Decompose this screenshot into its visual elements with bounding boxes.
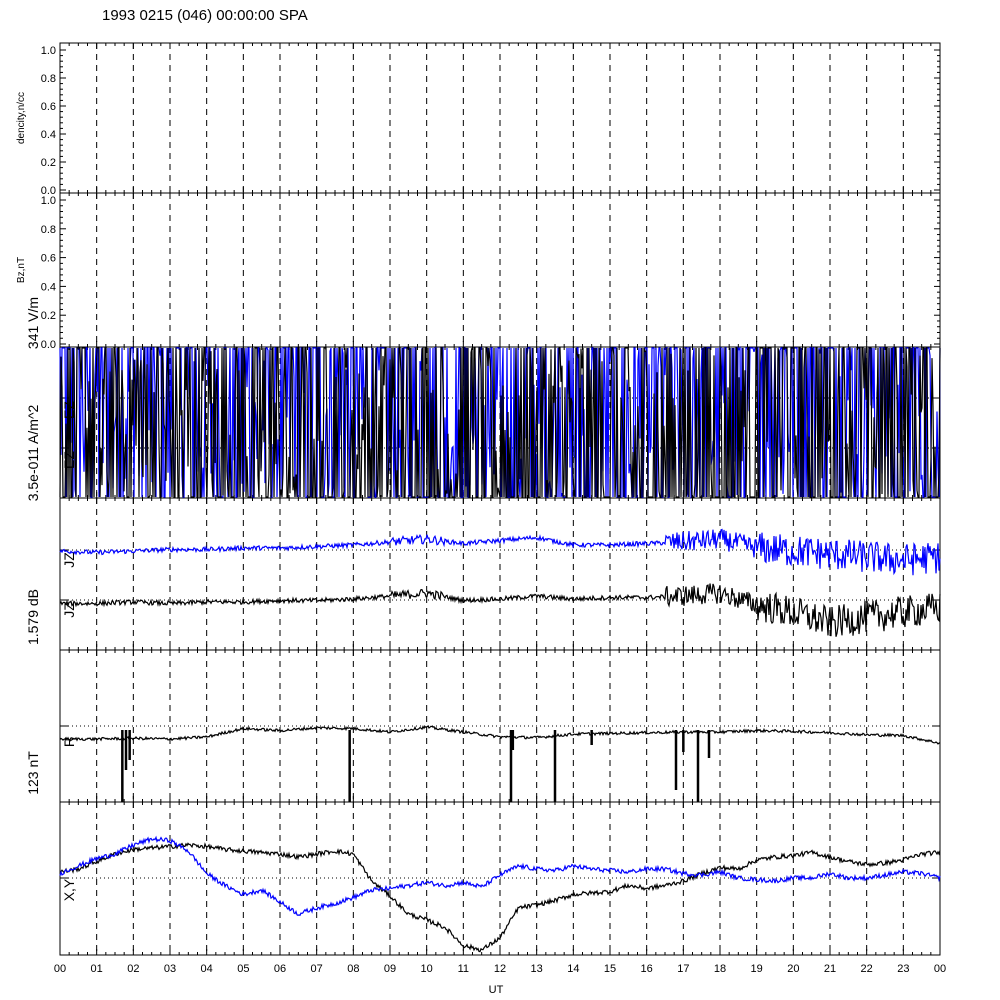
series-line-xy-1: [59, 835, 941, 917]
x-tick-label: 16: [641, 963, 653, 975]
jz-trace-label: JZ: [61, 552, 77, 568]
y-tick-label: 1.0: [41, 195, 56, 207]
y-tick-label: 0.2: [41, 310, 56, 322]
jz-trace-label: JZ: [61, 602, 77, 618]
x-tick-label: 21: [824, 963, 836, 975]
x-tick-label: 00: [54, 963, 66, 975]
axis-labels: 0.0 0.2 0.4 0.6 0.8 1.0 dencity,n/cc 0.0 0.2 0.4 0…: [16, 45, 946, 975]
x-tick-label: 15: [604, 963, 616, 975]
x-tick-label: 22: [861, 963, 873, 975]
y-tick-label: 0.8: [41, 224, 56, 236]
y-tick-label: 0.0: [41, 339, 56, 351]
x-tick-label: 14: [567, 963, 579, 975]
y-tick-label: 1.0: [41, 45, 56, 57]
y-tick-label: 0.4: [41, 281, 56, 293]
x-tick-label: 19: [751, 963, 763, 975]
y-tick-label: 0.0: [41, 185, 56, 197]
series-line-jz-1: [59, 583, 941, 637]
x-tick-label: 17: [677, 963, 689, 975]
ez-trace-label: EZ: [61, 401, 77, 419]
ez-trace-label: EZ: [61, 451, 77, 469]
panel-stack: [59, 42, 941, 956]
x-axis-label: UT: [489, 984, 504, 996]
y-tick-label: 0.6: [41, 101, 56, 113]
r-trace-label: R: [61, 737, 77, 747]
x-tick-label: 09: [384, 963, 396, 975]
r-scale-label: 1.579 dB: [25, 589, 41, 645]
y-tick-label: 0.4: [41, 129, 56, 141]
y-tick-label: 0.6: [41, 253, 56, 265]
x-tick-label: 07: [311, 963, 323, 975]
x-tick-label: 00: [934, 963, 946, 975]
data-traces: [59, 346, 941, 953]
x-tick-label: 01: [91, 963, 103, 975]
series-line-jz-0: [59, 528, 941, 576]
series-line-r-0: [59, 725, 941, 745]
x-tick-label: 12: [494, 963, 506, 975]
x-tick-label: 20: [787, 963, 799, 975]
x-tick-label: 18: [714, 963, 726, 975]
figure-title: 1993 0215 (046) 00:00:00 SPA: [102, 7, 308, 24]
x-tick-label: 13: [531, 963, 543, 975]
jz-scale-label: 3.5e-011 A/m^2: [25, 404, 41, 501]
x-tick-label: 03: [164, 963, 176, 975]
series-line-ez-0: [59, 346, 941, 499]
x-tick-label: 06: [274, 963, 286, 975]
x-tick-label: 23: [897, 963, 909, 975]
xy-scale-label: 123 nT: [25, 751, 41, 795]
xy-trace-label: X,Y: [61, 878, 77, 901]
y-tick-label: 0.2: [41, 157, 56, 169]
ez-scale-label: 341 V/m: [25, 297, 41, 349]
x-tick-label: 02: [127, 963, 139, 975]
panel-density-ylabel: dencity,n/cc: [16, 92, 27, 144]
series-line-ez-1: [59, 346, 941, 500]
x-tick-label: 11: [458, 963, 469, 975]
x-tick-label: 04: [201, 963, 213, 975]
series-line-xy-0: [59, 842, 941, 953]
x-tick-label: 05: [237, 963, 249, 975]
panel-bz-ylabel: Bz,nT: [16, 257, 27, 283]
x-tick-label: 10: [421, 963, 433, 975]
x-tick-label: 08: [347, 963, 359, 975]
y-tick-label: 0.8: [41, 73, 56, 85]
